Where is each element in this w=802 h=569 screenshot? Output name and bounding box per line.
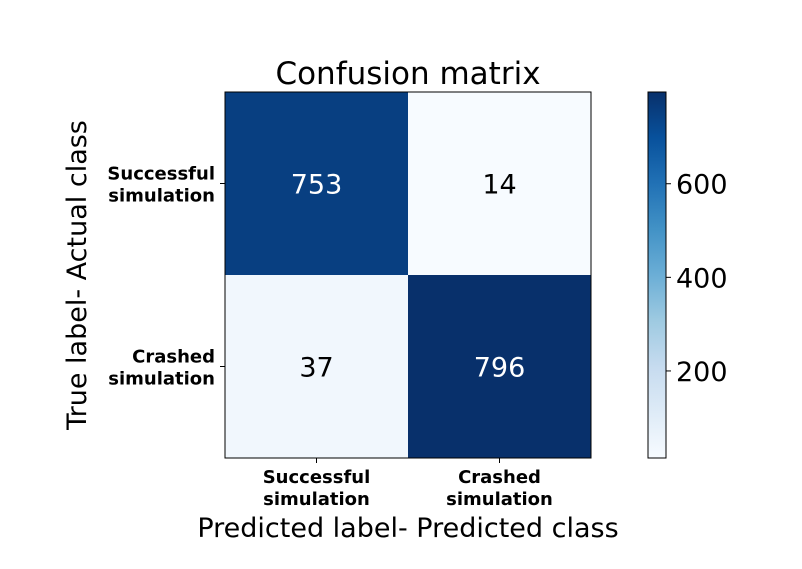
x-tick-label: Crashed simulation — [446, 467, 553, 510]
colorbar-tick-label: 200 — [676, 357, 728, 388]
heatmap-cell — [225, 92, 408, 275]
heatmap-cell — [408, 275, 591, 458]
colorbar-tick-label: 600 — [676, 170, 728, 201]
cell-value-label: 37 — [299, 353, 333, 384]
chart-title: Confusion matrix — [275, 56, 540, 92]
cell-value-label: 753 — [291, 170, 343, 201]
heatmap-cells: 753 14 37 796 — [225, 92, 591, 458]
heatmap-cell — [408, 92, 591, 275]
y-tick-label: Crashed simulation — [108, 347, 215, 390]
heatmap-cell — [225, 275, 408, 458]
colorbar: 200 400 600 — [647, 91, 728, 459]
colorbar-ticks: 200 400 600 — [666, 170, 728, 388]
y-axis-ticks: Successful simulation Crashed simulation — [107, 164, 225, 390]
x-axis-ticks: Successful simulation Crashed simulation — [263, 458, 553, 510]
colorbar-tick-label: 400 — [676, 263, 728, 294]
y-tick-label: Successful simulation — [107, 164, 215, 207]
cell-value-label: 796 — [474, 353, 526, 384]
cell-value-label: 14 — [482, 170, 516, 201]
x-tick-label: Successful simulation — [263, 467, 371, 510]
colorbar-gradient — [647, 91, 667, 459]
plot-frame — [224, 91, 592, 459]
x-axis-label: Predicted label- Predicted class — [197, 513, 618, 544]
y-axis-label: True label- Actual class — [62, 120, 93, 431]
